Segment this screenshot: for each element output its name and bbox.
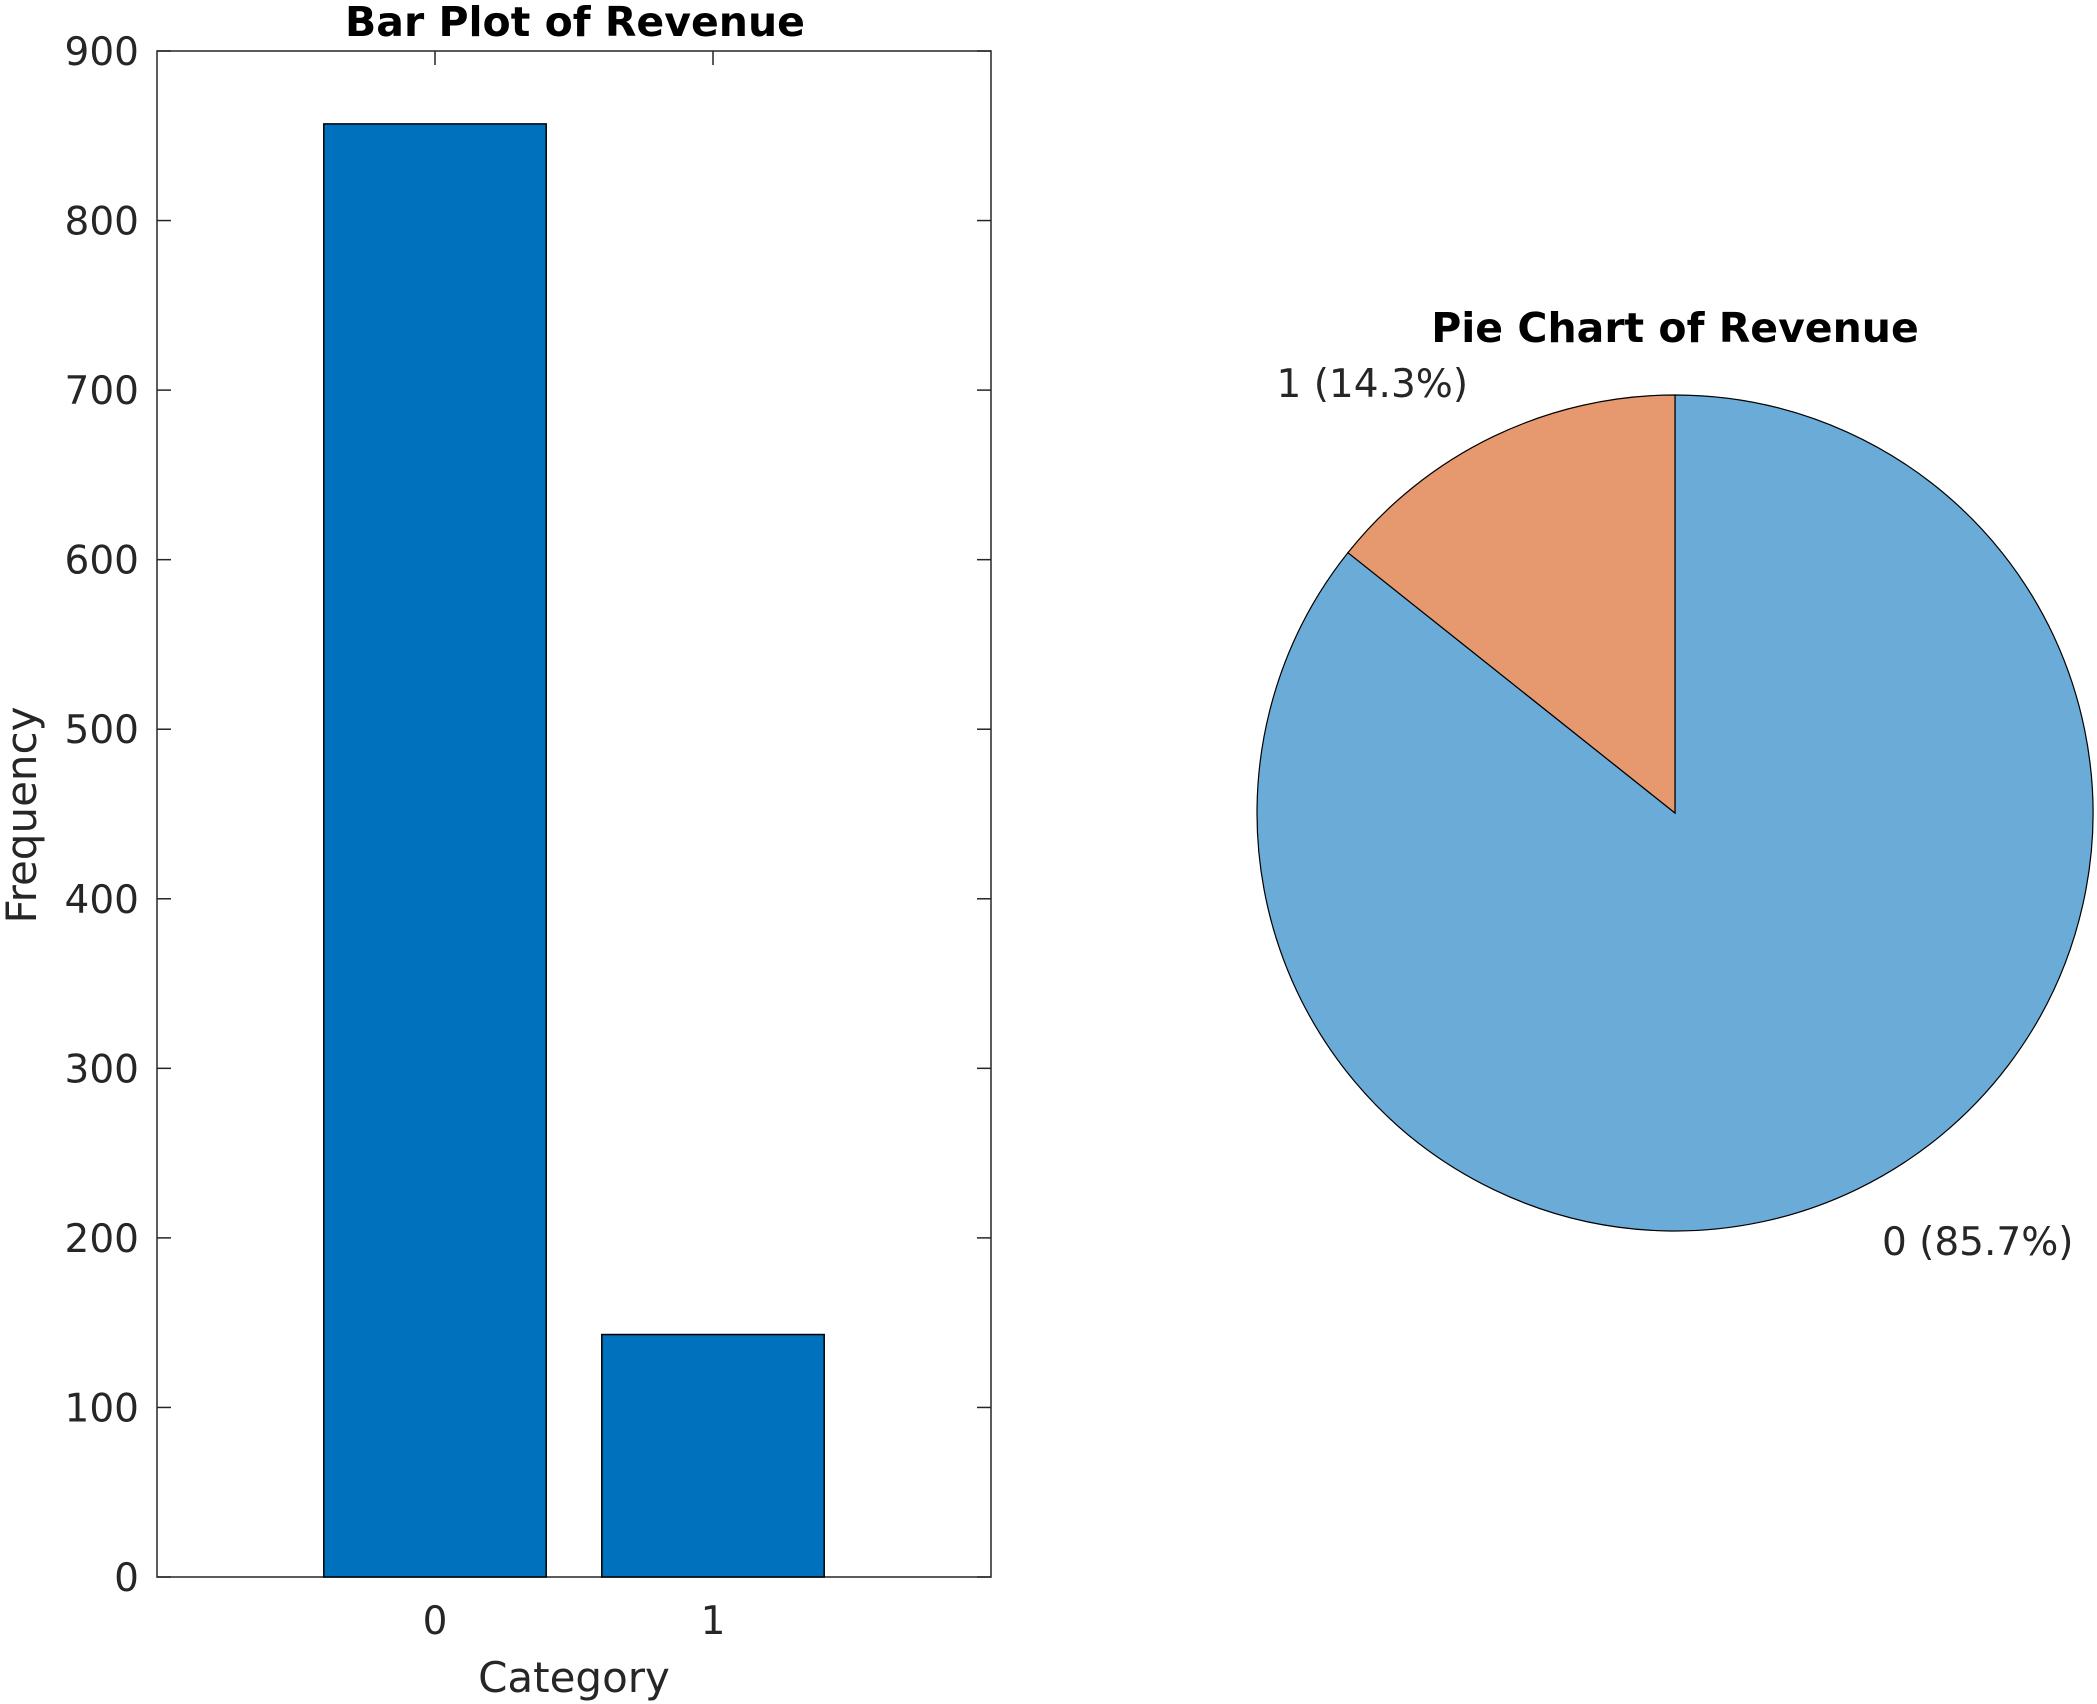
- bar-chart-title: Bar Plot of Revenue: [345, 0, 805, 46]
- y-tick-label: 100: [65, 1386, 139, 1431]
- x-tick-label: 1: [701, 1599, 726, 1644]
- y-tick-label: 700: [65, 369, 139, 414]
- bar-marks: [323, 123, 825, 1578]
- y-tick-label: 800: [65, 200, 139, 245]
- x-axis-label: Category: [478, 1653, 670, 1702]
- y-tick-label: 500: [65, 708, 139, 753]
- pie-slice-1: [1347, 394, 1676, 815]
- bar-category-1: [601, 1333, 825, 1578]
- bar-category-0: [323, 123, 547, 1578]
- pie-labels: 0 (85.7%) 1 (14.3%): [1277, 362, 2074, 1265]
- y-axis-label: Frequency: [0, 707, 46, 924]
- bar-chart: Bar Plot of Revenue 01002003004005006007…: [0, 0, 992, 1702]
- y-tick-label: 200: [65, 1217, 139, 1262]
- y-axis-ticks: 0 100 200 300 400 500 600 700 800 900: [65, 30, 991, 1601]
- y-tick-label: 0: [114, 1556, 139, 1601]
- pie-slices: [1256, 394, 2094, 1232]
- y-tick-label: 600: [65, 539, 139, 584]
- pie-label-0: 0 (85.7%): [1882, 1220, 2074, 1265]
- y-tick-label: 300: [65, 1047, 139, 1092]
- x-tick-label: 0: [423, 1599, 448, 1644]
- y-tick-label: 900: [65, 30, 139, 75]
- pie-label-1: 1 (14.3%): [1277, 362, 1469, 407]
- pie-chart-title: Pie Chart of Revenue: [1431, 304, 1919, 352]
- bar-chart-axes-box: [156, 50, 992, 1578]
- pie-chart: Pie Chart of Revenue 0 (85.7%) 1 (14.3%): [1256, 304, 2094, 1265]
- y-tick-label: 400: [65, 878, 139, 923]
